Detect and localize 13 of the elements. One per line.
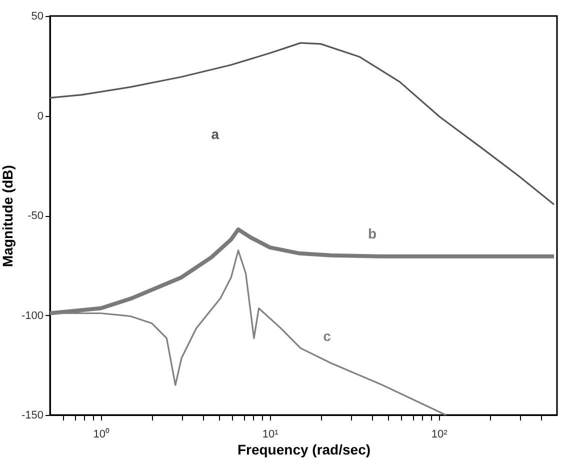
y-axis-title: Magnitude (dB)	[0, 165, 16, 267]
x-tick-label: 10¹	[262, 428, 279, 440]
text: a	[211, 126, 220, 142]
x-tick-label: 10²	[431, 428, 448, 440]
y-tick-label: -150	[21, 410, 44, 422]
y-tick-label: 0	[37, 110, 44, 122]
x-axis-title: Frequency (rad/sec)	[237, 442, 371, 458]
series-label: b	[368, 225, 377, 242]
series-label: c	[323, 328, 332, 344]
y-tick-label: -100	[21, 310, 44, 322]
y-tick-label: 50	[31, 10, 44, 22]
x-tick-label: 10⁰	[93, 428, 110, 440]
y-tick-label: -50	[28, 210, 44, 222]
